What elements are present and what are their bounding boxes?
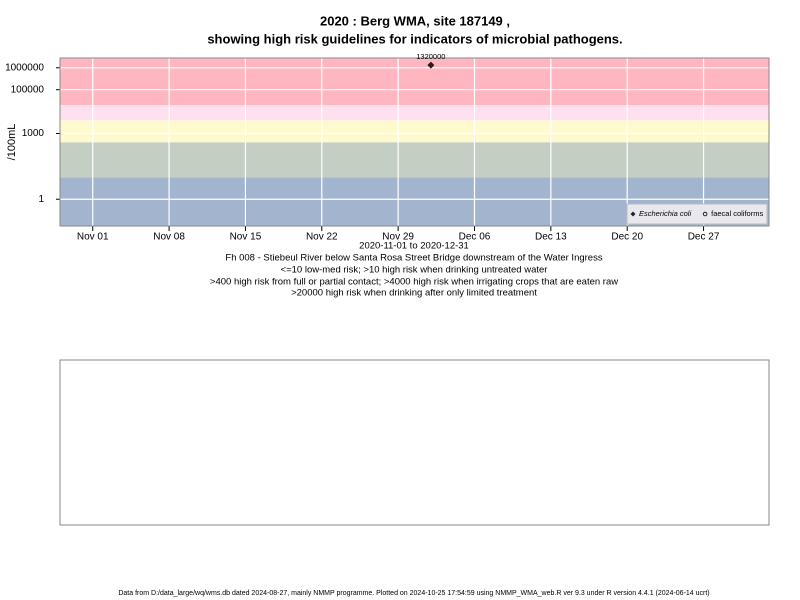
- x-tick-label: Nov 08: [153, 232, 185, 243]
- x-tick-label: Nov 29: [382, 232, 414, 243]
- legend-label: Escherichia coli: [639, 209, 691, 218]
- x-tick-label: Nov 01: [77, 232, 109, 243]
- risk-band: [60, 58, 769, 106]
- risk-band: [60, 105, 769, 121]
- x-axis-label: 2020-11-01 to 2020-12-31: [359, 241, 469, 252]
- x-tick-label: Nov 22: [306, 232, 338, 243]
- note: >400 high risk from full or partial cont…: [210, 277, 618, 288]
- y-axis-label: /100mL: [6, 124, 18, 161]
- legend-marker: [630, 211, 636, 217]
- y-tick-label: 100000: [11, 84, 45, 95]
- plot-frame: [59, 57, 770, 227]
- risk-band: [60, 120, 769, 143]
- point: [427, 61, 435, 69]
- legend-marker: [702, 211, 708, 217]
- empty-panel: [59, 359, 770, 526]
- legend-label: faecal coliforms: [711, 209, 763, 218]
- x-tick-label: Dec 27: [688, 232, 720, 243]
- risk-band: [60, 142, 769, 178]
- note: <=10 low-med risk; >10 high risk when dr…: [281, 265, 548, 276]
- data-label: 1320000: [416, 52, 445, 61]
- chart-subtitle: showing high risk guidelines for indicat…: [207, 31, 622, 46]
- y-tick-label: 1: [38, 194, 44, 205]
- y-tick-label: 1000: [22, 128, 45, 139]
- legend: [626, 203, 768, 225]
- note: Fh 008 - Stiebeul River below Santa Rosa…: [225, 253, 602, 264]
- x-tick-label: Dec 20: [611, 232, 643, 243]
- x-tick-label: Dec 06: [459, 232, 491, 243]
- footer: Data from D:/data_large/wq/wms.db dated …: [118, 590, 709, 597]
- note: >20000 high risk when drinking after onl…: [291, 288, 537, 299]
- x-tick-label: Dec 13: [535, 232, 567, 243]
- chart-title: 2020 : Berg WMA, site 187149 ,: [320, 13, 510, 28]
- x-tick-label: Nov 15: [230, 232, 262, 243]
- y-tick-label: 1000000: [5, 62, 44, 73]
